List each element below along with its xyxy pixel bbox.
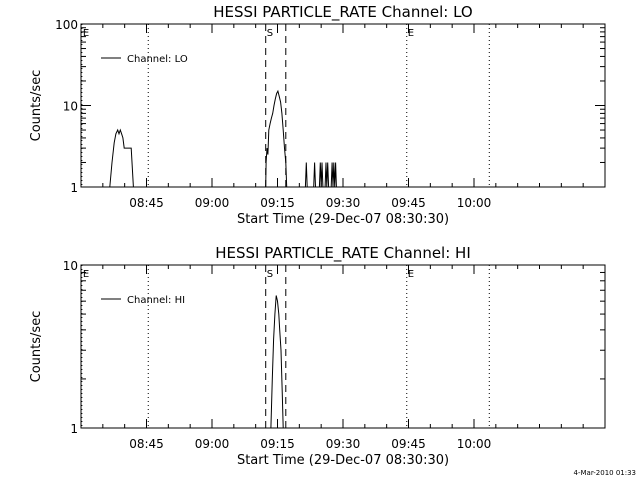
chart-title: HESSI PARTICLE_RATE Channel: HI	[215, 244, 471, 263]
series-line	[318, 162, 324, 188]
series-line	[330, 162, 337, 188]
series-line	[270, 295, 284, 429]
x-axis-label: Start Time (29-Dec-07 08:30:30)	[237, 212, 449, 227]
x-tick-label: 09:45	[391, 196, 426, 210]
x-tick-label: 08:45	[129, 196, 164, 210]
plot-frame	[80, 264, 606, 429]
y-axis-label: Counts/sec	[29, 311, 44, 383]
marker-label: E	[408, 28, 414, 39]
plot-frame	[80, 23, 606, 188]
x-tick-label: 08:45	[129, 437, 164, 451]
x-tick-label: 09:00	[195, 437, 230, 451]
x-tick-label: 09:15	[260, 437, 295, 451]
x-tick-label: 09:00	[195, 196, 230, 210]
marker-label: E	[83, 269, 89, 280]
series-line	[313, 162, 316, 188]
series-line	[324, 162, 330, 188]
marker-label: S	[267, 269, 273, 280]
marker-label: E	[83, 28, 89, 39]
y-tick-label: 1	[70, 181, 78, 195]
x-axis-label: Start Time (29-Dec-07 08:30:30)	[237, 453, 449, 468]
x-tick-label: 09:30	[326, 437, 361, 451]
marker-label: E	[408, 269, 414, 280]
marker-label: S	[267, 28, 273, 39]
y-axis-label: Counts/sec	[29, 70, 44, 142]
series-line	[109, 128, 134, 188]
y-tick-label: 1	[70, 422, 78, 436]
footer-date: 4-Mar-2010 01:33	[574, 469, 636, 477]
x-tick-label: 09:15	[260, 196, 295, 210]
x-tick-label: 10:00	[457, 196, 492, 210]
x-tick-label: 09:30	[326, 196, 361, 210]
series-line	[304, 162, 308, 188]
y-tick-label: 100	[55, 18, 78, 32]
legend-label: Channel: LO	[127, 54, 188, 65]
series-line	[265, 89, 288, 188]
y-tick-label: 10	[63, 100, 78, 114]
y-tick-label: 10	[63, 259, 78, 273]
chart-title: HESSI PARTICLE_RATE Channel: LO	[213, 3, 472, 22]
legend-label: Channel: HI	[127, 295, 185, 306]
x-tick-label: 10:00	[457, 437, 492, 451]
x-tick-label: 09:45	[391, 437, 426, 451]
